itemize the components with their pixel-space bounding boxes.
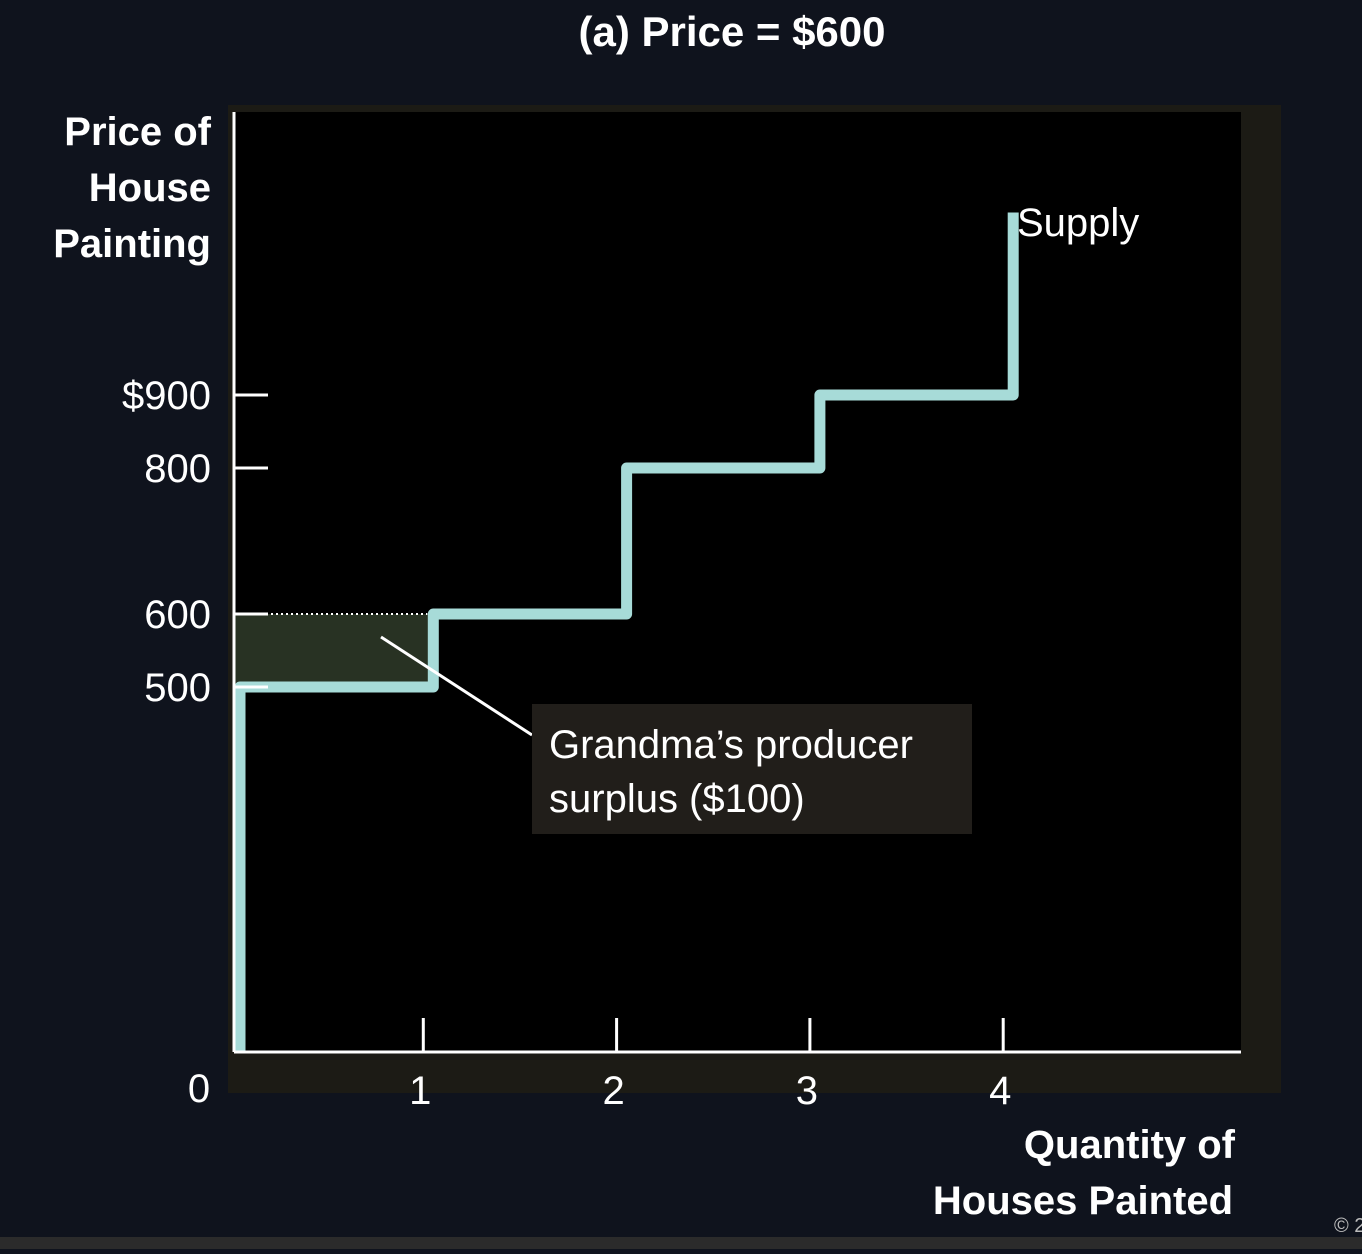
x-tick-label: 3 — [796, 1069, 818, 1113]
y-tick-label: 500 — [144, 666, 211, 710]
y-axis-label-line1: Price of — [64, 110, 211, 154]
plot-area — [234, 112, 1241, 1052]
y-ticks: $900 800 600 500 — [122, 374, 268, 710]
supply-curve — [234, 212, 1019, 1052]
y-axis-label-line3: Painting — [53, 222, 211, 266]
y-tick-label: 600 — [144, 593, 211, 637]
x-tick-label: 1 — [409, 1069, 431, 1113]
annotation-pointer — [380, 635, 533, 737]
annotation-line2: surplus ($100) — [549, 777, 805, 821]
x-tick-label: 4 — [989, 1069, 1011, 1113]
x-axis-label-line1: Quantity of — [1024, 1123, 1236, 1167]
x-axis-label-line2: Houses Painted — [933, 1179, 1233, 1223]
x-tick-label: 2 — [602, 1069, 624, 1113]
supply-series-label: Supply — [1017, 201, 1139, 245]
origin-label: 0 — [188, 1067, 210, 1111]
y-tick-label: 800 — [144, 447, 211, 491]
y-tick-label: $900 — [122, 374, 211, 418]
x-ticks: 1 2 3 4 — [409, 1018, 1011, 1113]
chart-title: (a) Price = $600 — [578, 8, 885, 55]
copyright-fragment: © 2 — [1334, 1215, 1362, 1237]
annotation-box — [532, 704, 972, 834]
y-axis-label-line2: House — [89, 166, 211, 210]
annotation-line1: Grandma’s producer — [549, 723, 913, 767]
bottom-bar — [0, 1237, 1362, 1249]
